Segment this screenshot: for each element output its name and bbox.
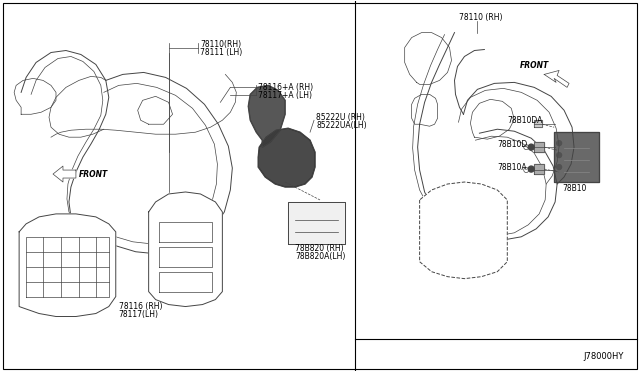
- Text: 78117+A (LH): 78117+A (LH): [258, 91, 312, 100]
- Text: 78B820 (RH): 78B820 (RH): [295, 244, 344, 253]
- Circle shape: [557, 164, 561, 170]
- Circle shape: [557, 153, 561, 158]
- Polygon shape: [534, 164, 544, 174]
- Text: 78117(LH): 78117(LH): [119, 310, 159, 319]
- Text: 78B10: 78B10: [562, 185, 586, 193]
- Text: J78000HY: J78000HY: [584, 352, 624, 361]
- Text: 78110 (RH): 78110 (RH): [460, 13, 503, 22]
- Polygon shape: [19, 214, 116, 317]
- Polygon shape: [554, 132, 599, 182]
- Text: 78B10DA: 78B10DA: [508, 116, 543, 125]
- Text: FRONT: FRONT: [520, 61, 549, 70]
- Polygon shape: [420, 182, 508, 279]
- Bar: [463, 241, 484, 255]
- Text: 78B10A: 78B10A: [497, 163, 527, 171]
- Circle shape: [528, 144, 534, 150]
- Polygon shape: [534, 120, 542, 127]
- Text: 78111 (LH): 78111 (LH): [200, 48, 243, 57]
- Polygon shape: [544, 70, 569, 87]
- Bar: [438, 241, 460, 255]
- Text: 78116+A (RH): 78116+A (RH): [258, 83, 314, 92]
- Polygon shape: [288, 202, 345, 244]
- Bar: [438, 204, 460, 218]
- Text: 78B10D: 78B10D: [497, 140, 527, 149]
- Bar: [438, 221, 460, 235]
- Polygon shape: [148, 192, 222, 307]
- Text: 85222U (RH): 85222U (RH): [316, 113, 365, 122]
- Polygon shape: [53, 166, 76, 182]
- Circle shape: [528, 166, 534, 172]
- Text: FRONT: FRONT: [79, 170, 108, 179]
- Polygon shape: [248, 86, 285, 147]
- Polygon shape: [258, 128, 315, 187]
- Text: 78110(RH): 78110(RH): [200, 40, 241, 49]
- Circle shape: [557, 141, 561, 146]
- Text: 85222UA(LH): 85222UA(LH): [316, 121, 367, 130]
- Text: 78B820A(LH): 78B820A(LH): [295, 252, 346, 261]
- Bar: [463, 221, 484, 235]
- Text: 78116 (RH): 78116 (RH): [119, 302, 163, 311]
- Polygon shape: [534, 142, 544, 152]
